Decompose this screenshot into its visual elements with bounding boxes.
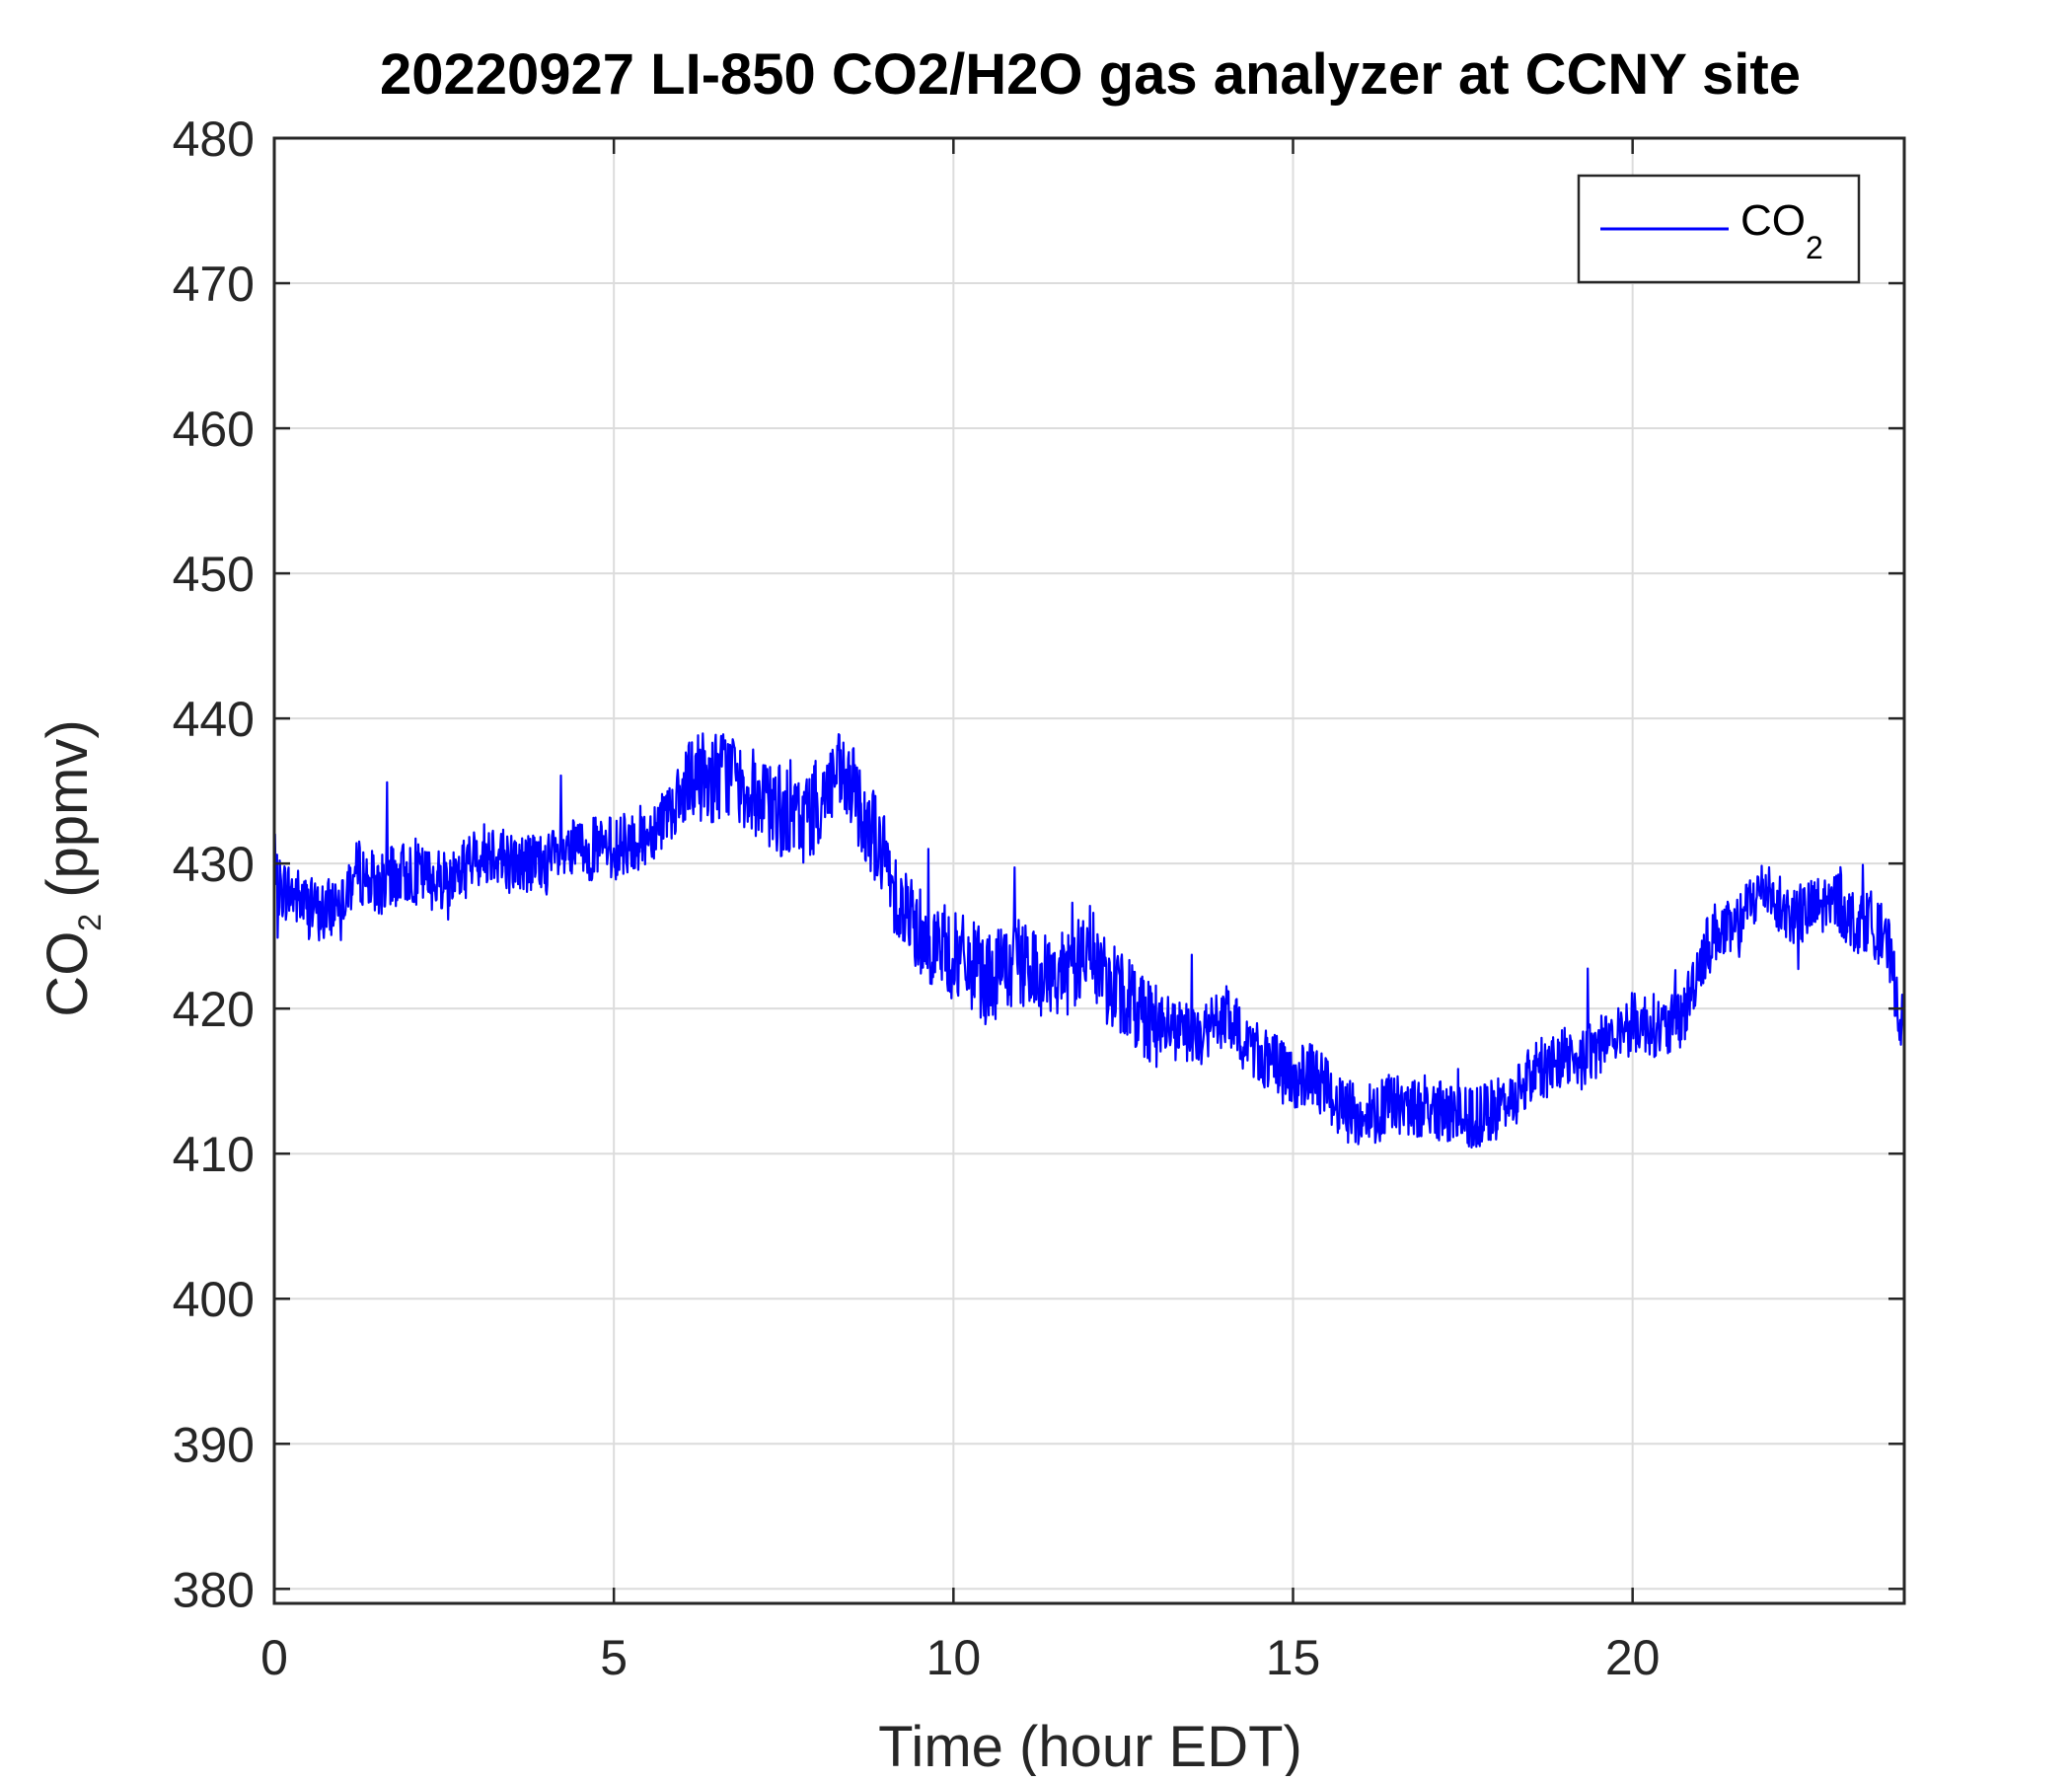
legend: CO2 [1577, 174, 1861, 284]
x-tick-label: 15 [1266, 1630, 1321, 1685]
y-tick-label: 440 [173, 692, 255, 747]
y-tick-label: 390 [173, 1417, 255, 1472]
legend-label-main: CO [1740, 196, 1806, 245]
x-tick-label: 10 [926, 1630, 982, 1685]
y-tick-label: 400 [173, 1272, 255, 1327]
series-line-co2 [272, 732, 1906, 1150]
y-tick-label: 470 [173, 257, 255, 312]
legend-label-subscript: 2 [1806, 230, 1823, 265]
y-tick-label: 410 [173, 1127, 255, 1182]
y-axis-label: CO2 (ppmv) [36, 719, 108, 1016]
x-tick-label: 20 [1605, 1630, 1661, 1685]
plot-frame [272, 136, 1906, 1605]
x-tick-label: 5 [600, 1630, 628, 1685]
y-tick-label: 480 [173, 111, 255, 167]
x-tick-label: 0 [260, 1630, 288, 1685]
x-axis-label: Time (hour EDT) [878, 1715, 1302, 1776]
y-tick-label: 430 [173, 837, 255, 892]
y-axis-label-rest: (ppmv) [36, 719, 100, 914]
y-axis-label-subscript: 2 [72, 914, 108, 931]
y-tick-label: 420 [173, 982, 255, 1037]
axis-ticks: 0 5 10 15 20 380 390 400 410 420 430 440 450 460 470 48… [173, 111, 1904, 1685]
chart-title: 20220927 LI-850 CO2/H2O gas analyzer at … [380, 42, 1801, 107]
grid-lines [274, 138, 1904, 1603]
y-tick-label: 460 [173, 402, 255, 457]
y-axis-label-main: CO [36, 931, 100, 1017]
y-tick-label: 450 [173, 547, 255, 602]
y-tick-label: 380 [173, 1562, 255, 1617]
series-layer [272, 732, 1906, 1150]
legend-entry-co2: CO2 [1740, 196, 1823, 265]
